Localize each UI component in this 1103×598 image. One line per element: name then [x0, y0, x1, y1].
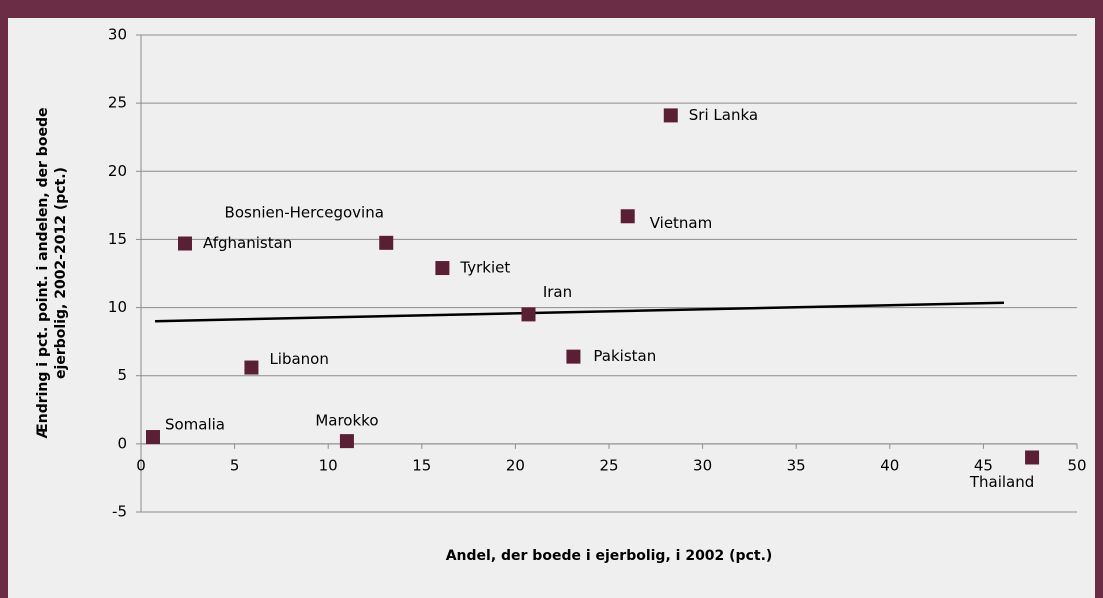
y-tick-label: 10 — [108, 298, 127, 316]
point-label: Pakistan — [593, 347, 656, 365]
point-label: Vietnam — [650, 214, 713, 232]
x-tick-label: 20 — [506, 456, 525, 474]
y-axis-title: Ændring i pct. point. i andelen, der boe… — [35, 108, 69, 439]
x-tick-label: 15 — [412, 456, 431, 474]
point-label: Libanon — [269, 350, 328, 368]
y-axis-title-line: Ændring i pct. point. i andelen, der boe… — [35, 108, 51, 439]
trendline — [155, 301, 1005, 323]
x-axis-title: Andel, der boede i ejerbolig, i 2002 (pc… — [446, 548, 773, 564]
point — [521, 307, 536, 322]
point — [566, 349, 581, 364]
point-label: Tyrkiet — [459, 259, 510, 277]
point — [435, 261, 450, 276]
x-tick-label: 30 — [693, 456, 712, 474]
x-tick-label: 40 — [880, 456, 899, 474]
y-tick-label: 25 — [108, 94, 127, 112]
x-tick-label: 10 — [319, 456, 338, 474]
point-label: Bosnien-Hercegovina — [225, 203, 384, 221]
x-tick-label: 35 — [787, 456, 806, 474]
point — [663, 108, 678, 123]
y-tick-label: -5 — [112, 503, 127, 521]
point-label: Somalia — [165, 416, 225, 434]
point — [1025, 450, 1040, 465]
x-tick-label: 45 — [974, 456, 993, 474]
y-tick-label: 20 — [108, 162, 127, 180]
point — [620, 209, 635, 224]
point-label: Marokko — [315, 412, 378, 430]
point — [339, 434, 354, 449]
point — [244, 360, 259, 375]
point — [145, 430, 160, 445]
y-axis-title-line: ejerbolig, 2002-2012 (pct.) — [53, 167, 69, 379]
y-tick-label: 30 — [108, 26, 127, 44]
point-label: Sri Lanka — [689, 106, 758, 124]
y-tick-label: 0 — [117, 434, 127, 452]
x-tick-label: 25 — [599, 456, 618, 474]
point-label: Afghanistan — [203, 234, 292, 252]
y-tick-label: 5 — [117, 366, 127, 384]
x-tick-label: 0 — [136, 456, 146, 474]
point — [177, 236, 192, 251]
point — [379, 235, 394, 250]
x-tick-label: 50 — [1067, 456, 1086, 474]
point-label: Thailand — [969, 473, 1034, 491]
x-tick-label: 5 — [230, 456, 240, 474]
point-label: Iran — [543, 283, 572, 301]
y-tick-label: 15 — [108, 230, 127, 248]
